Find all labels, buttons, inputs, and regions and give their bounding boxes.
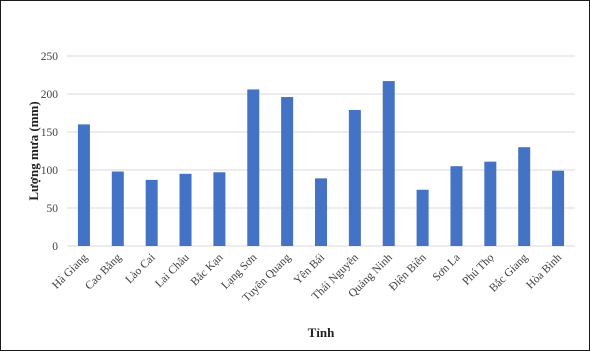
bar: [247, 89, 260, 246]
x-tick-label: Cao Bằng: [82, 251, 124, 293]
y-tick-label: 0: [52, 241, 58, 253]
bar: [416, 189, 429, 246]
bar: [111, 171, 124, 246]
bar: [315, 178, 327, 246]
bar: [484, 161, 497, 246]
bars: [77, 81, 565, 247]
x-tick-label: Sơn La: [431, 252, 463, 284]
x-axis-title: Tỉnh: [308, 325, 336, 340]
bar: [145, 179, 158, 246]
bar: [518, 147, 531, 246]
bar: [281, 97, 294, 246]
y-tick-label: 250: [41, 51, 59, 63]
bar: [552, 170, 565, 246]
y-tick-labels: 0 50 100 150 200 250: [41, 51, 59, 253]
x-tick-label: Lai Châu: [153, 251, 192, 290]
bar: [382, 81, 395, 246]
bar: [348, 109, 361, 247]
y-tick-label: 150: [41, 127, 59, 139]
bar: [179, 173, 192, 246]
bar: [213, 172, 226, 246]
y-axis-title: Lượng mưa (mm): [26, 101, 41, 200]
bar: [450, 166, 463, 246]
x-tick-label: Hòa Bình: [524, 251, 564, 291]
y-tick-label: 100: [41, 165, 59, 177]
x-tick-label: Điện Biên: [387, 251, 429, 293]
y-tick-label: 200: [41, 89, 59, 101]
bar: [77, 124, 90, 246]
y-tick-label: 50: [47, 203, 59, 215]
